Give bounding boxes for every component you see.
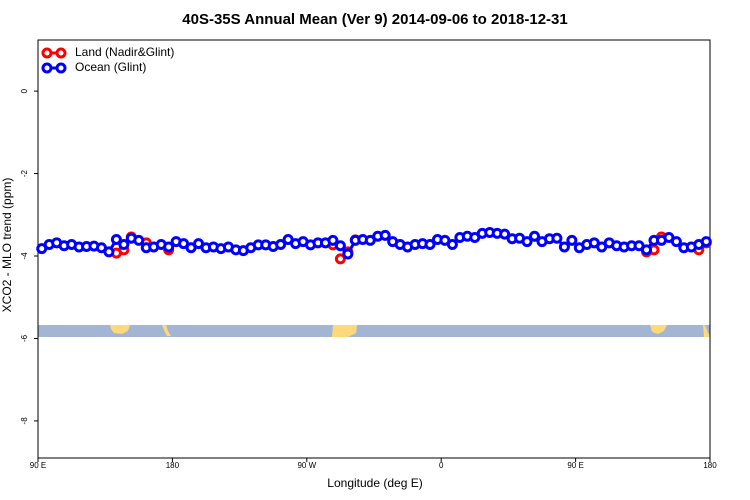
data-point — [327, 234, 339, 246]
legend-marker — [41, 62, 53, 74]
y-tick-label: -2 — [20, 169, 29, 177]
x-tick-label: 180 — [166, 461, 180, 470]
data-point — [118, 238, 130, 250]
data-point — [133, 234, 145, 246]
data-point — [334, 253, 346, 265]
data-point — [334, 240, 346, 252]
x-tick-label: 90 W — [297, 461, 316, 470]
x-tick-label: 180 — [703, 461, 717, 470]
y-tick-label: -6 — [20, 334, 29, 342]
land-mask-strip — [38, 325, 710, 337]
data-point — [521, 236, 533, 248]
data-point — [566, 234, 578, 246]
data-point — [110, 234, 122, 246]
data-point — [529, 230, 541, 242]
y-tick-label: -4 — [20, 252, 29, 260]
data-point — [499, 228, 511, 240]
x-tick-label: 90 E — [30, 461, 46, 470]
x-axis-label: Longitude (deg E) — [327, 476, 422, 490]
y-tick-label: -8 — [20, 417, 29, 425]
data-point — [342, 248, 354, 260]
x-tick-label: 90 E — [567, 461, 583, 470]
data-point — [446, 238, 458, 250]
y-axis-label: XCO2 - MLO trend (ppm) — [0, 178, 14, 313]
legend-label: Ocean (Glint) — [75, 60, 146, 74]
y-tick-label: 0 — [20, 88, 29, 93]
legend-marker — [55, 47, 67, 59]
chart-title: 40S-35S Annual Mean (Ver 9) 2014-09-06 t… — [182, 11, 567, 28]
data-point — [103, 246, 115, 258]
data-point — [275, 238, 287, 250]
data-point — [558, 241, 570, 253]
data-point — [700, 236, 712, 248]
data-point — [641, 244, 653, 256]
data-point — [551, 232, 563, 244]
legend-marker — [41, 47, 53, 59]
data-point — [163, 241, 175, 253]
legend-label: Land (Nadir&Glint) — [75, 45, 174, 59]
data-point — [379, 229, 391, 241]
legend-marker — [55, 62, 67, 74]
plot-frame — [37, 39, 711, 459]
data-point — [670, 236, 682, 248]
data-point — [424, 238, 436, 250]
x-tick-label: 0 — [439, 461, 444, 470]
